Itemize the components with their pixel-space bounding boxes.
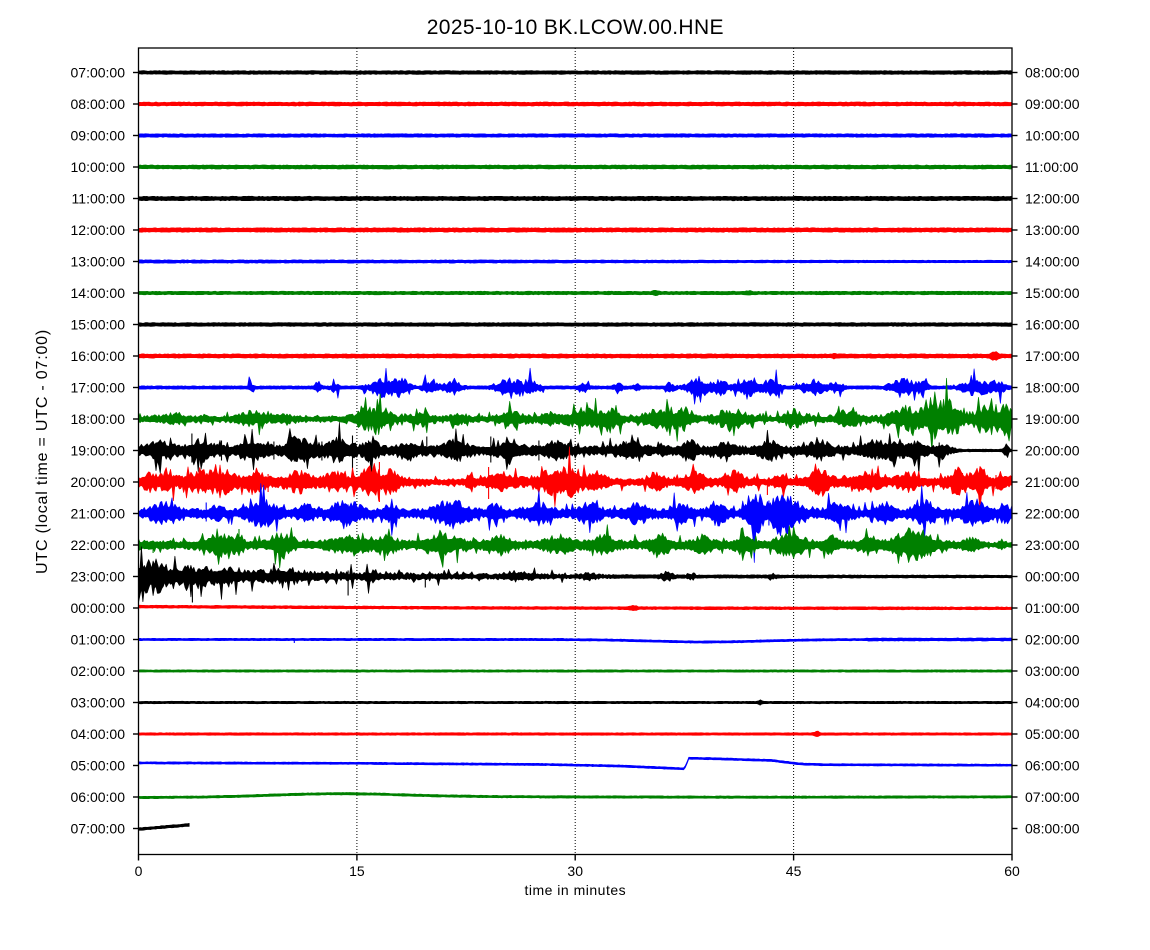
- svg-text:01:00:00: 01:00:00: [71, 632, 126, 648]
- svg-text:30: 30: [567, 863, 583, 879]
- svg-text:2025-10-10 BK.LCOW.00.HNE: 2025-10-10 BK.LCOW.00.HNE: [427, 16, 724, 39]
- svg-text:15:00:00: 15:00:00: [71, 317, 126, 333]
- svg-text:07:00:00: 07:00:00: [71, 65, 126, 81]
- svg-text:21:00:00: 21:00:00: [1025, 474, 1080, 490]
- svg-text:13:00:00: 13:00:00: [1025, 222, 1080, 238]
- svg-text:10:00:00: 10:00:00: [1025, 128, 1080, 144]
- svg-text:07:00:00: 07:00:00: [1025, 789, 1080, 805]
- svg-text:UTC (local time = UTC - 07:00): UTC (local time = UTC - 07:00): [34, 329, 51, 574]
- svg-text:10:00:00: 10:00:00: [71, 159, 126, 175]
- svg-text:0: 0: [135, 863, 143, 879]
- svg-text:05:00:00: 05:00:00: [71, 758, 126, 774]
- svg-text:17:00:00: 17:00:00: [71, 380, 126, 396]
- svg-text:07:00:00: 07:00:00: [71, 821, 126, 837]
- svg-text:05:00:00: 05:00:00: [1025, 726, 1080, 742]
- svg-text:13:00:00: 13:00:00: [71, 254, 126, 270]
- svg-text:18:00:00: 18:00:00: [71, 411, 126, 427]
- svg-text:20:00:00: 20:00:00: [1025, 443, 1080, 459]
- svg-text:22:00:00: 22:00:00: [1025, 506, 1080, 522]
- svg-text:14:00:00: 14:00:00: [71, 285, 126, 301]
- svg-text:20:00:00: 20:00:00: [71, 474, 126, 490]
- svg-text:00:00:00: 00:00:00: [71, 600, 126, 616]
- svg-text:03:00:00: 03:00:00: [1025, 663, 1080, 679]
- svg-text:23:00:00: 23:00:00: [1025, 537, 1080, 553]
- svg-text:60: 60: [1004, 863, 1020, 879]
- svg-text:14:00:00: 14:00:00: [1025, 254, 1080, 270]
- svg-text:22:00:00: 22:00:00: [71, 537, 126, 553]
- svg-text:19:00:00: 19:00:00: [71, 443, 126, 459]
- svg-text:18:00:00: 18:00:00: [1025, 380, 1080, 396]
- svg-text:09:00:00: 09:00:00: [71, 128, 126, 144]
- svg-text:time in minutes: time in minutes: [524, 882, 626, 898]
- svg-text:06:00:00: 06:00:00: [1025, 758, 1080, 774]
- svg-text:23:00:00: 23:00:00: [71, 569, 126, 585]
- svg-text:02:00:00: 02:00:00: [71, 663, 126, 679]
- svg-text:12:00:00: 12:00:00: [71, 222, 126, 238]
- svg-text:08:00:00: 08:00:00: [1025, 65, 1080, 81]
- svg-text:16:00:00: 16:00:00: [71, 348, 126, 364]
- svg-text:09:00:00: 09:00:00: [1025, 96, 1080, 112]
- svg-text:04:00:00: 04:00:00: [71, 726, 126, 742]
- svg-text:45: 45: [786, 863, 802, 879]
- svg-text:15:00:00: 15:00:00: [1025, 285, 1080, 301]
- svg-text:03:00:00: 03:00:00: [71, 695, 126, 711]
- svg-text:04:00:00: 04:00:00: [1025, 695, 1080, 711]
- svg-text:02:00:00: 02:00:00: [1025, 632, 1080, 648]
- svg-text:08:00:00: 08:00:00: [71, 96, 126, 112]
- svg-text:01:00:00: 01:00:00: [1025, 600, 1080, 616]
- svg-text:06:00:00: 06:00:00: [71, 789, 126, 805]
- svg-text:16:00:00: 16:00:00: [1025, 317, 1080, 333]
- svg-text:17:00:00: 17:00:00: [1025, 348, 1080, 364]
- svg-text:12:00:00: 12:00:00: [1025, 191, 1080, 207]
- svg-text:19:00:00: 19:00:00: [1025, 411, 1080, 427]
- svg-text:08:00:00: 08:00:00: [1025, 821, 1080, 837]
- svg-text:11:00:00: 11:00:00: [1025, 159, 1079, 175]
- svg-text:00:00:00: 00:00:00: [1025, 569, 1080, 585]
- svg-text:11:00:00: 11:00:00: [72, 191, 126, 207]
- svg-text:21:00:00: 21:00:00: [71, 506, 126, 522]
- svg-text:15: 15: [349, 863, 365, 879]
